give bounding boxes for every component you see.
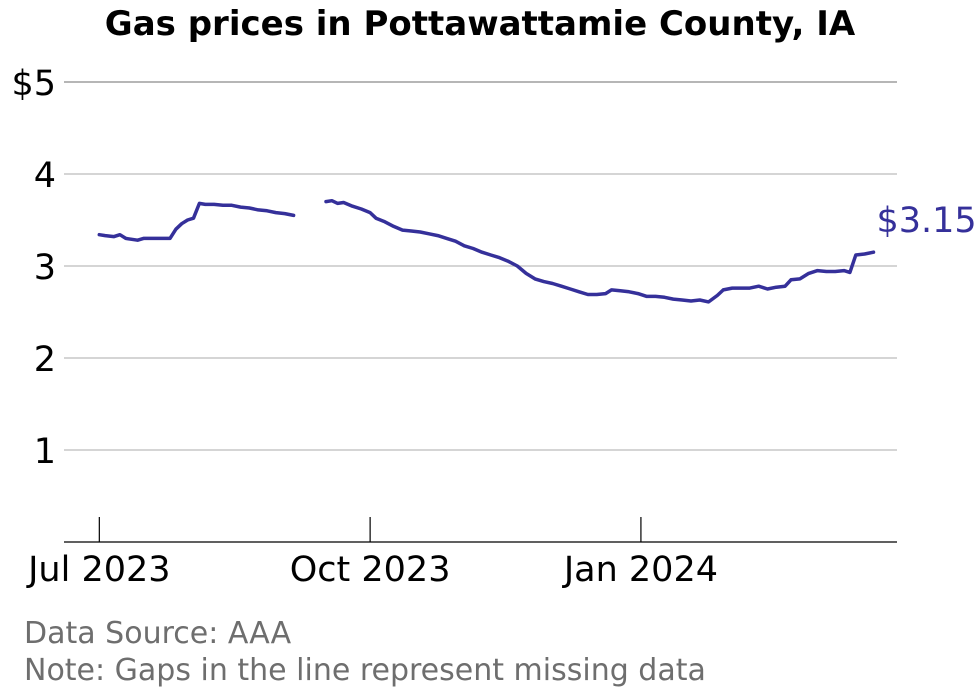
- y-tick-label: 3: [34, 248, 56, 288]
- y-tick-label: 1: [34, 432, 56, 472]
- series-line-segment-2: [324, 198, 876, 304]
- footnote: Note: Gaps in the line represent missing…: [24, 653, 706, 688]
- y-axis-ticks: 1 2 3 4 $5: [11, 64, 56, 472]
- data-source: Data Source: AAA: [24, 616, 292, 651]
- line-chart: 1 2 3 4 $5 Jul 2023 Oct 2023 Jan 2024 $3.15: [11, 64, 976, 590]
- x-tick-label: Jul 2023: [26, 550, 170, 590]
- x-tick-label: Jan 2024: [562, 550, 718, 590]
- price-series: [97, 198, 876, 304]
- x-axis-ticks: Jul 2023 Oct 2023 Jan 2024: [26, 517, 718, 590]
- y-tick-label: 4: [34, 156, 56, 196]
- y-tick-label: 2: [34, 340, 56, 380]
- last-value-label: $3.15: [876, 201, 976, 241]
- chart-title: Gas prices in Pottawattamie County, IA: [104, 4, 856, 44]
- series-line-segment-1: [97, 201, 296, 242]
- x-tick-label: Oct 2023: [290, 550, 451, 590]
- y-tick-label: $5: [11, 64, 56, 104]
- gridlines: [64, 81, 897, 451]
